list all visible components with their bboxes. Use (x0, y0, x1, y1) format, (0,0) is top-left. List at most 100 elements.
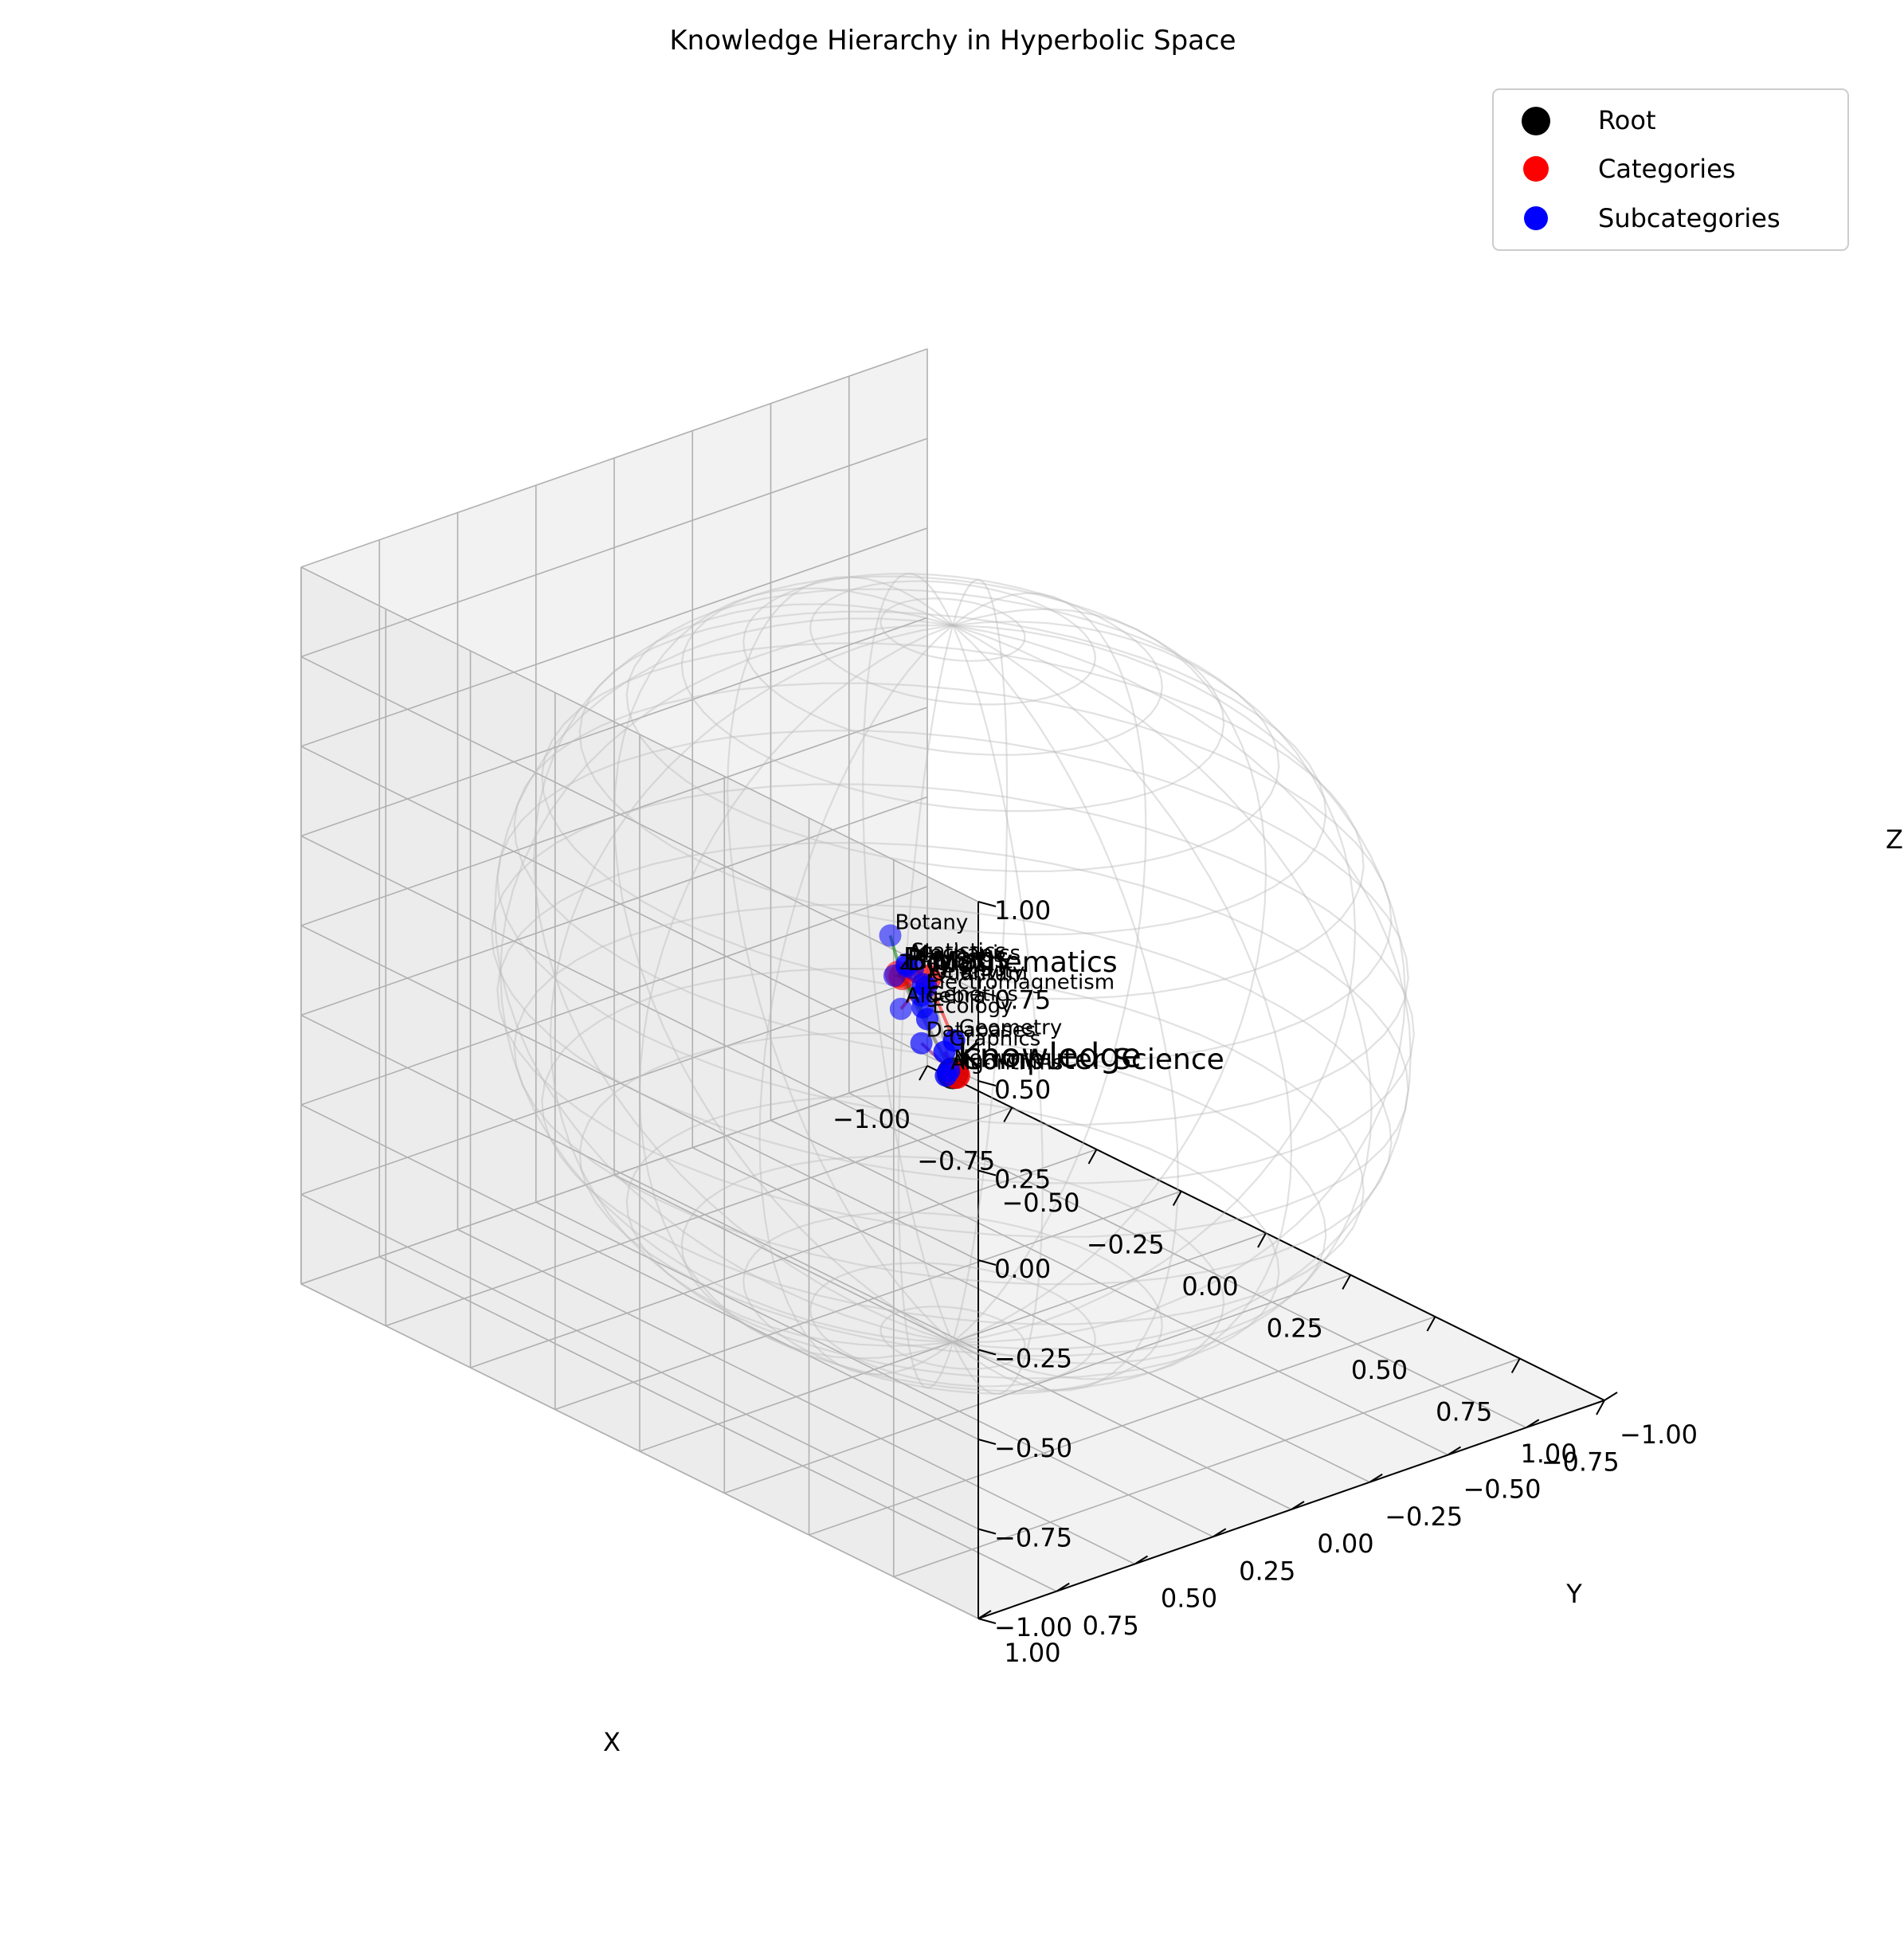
sphere-meridian (952, 592, 1147, 1343)
legend-label-categories: Categories (1598, 154, 1735, 184)
y-tick-label: −0.25 (1385, 1501, 1463, 1532)
sphere-parallel (496, 730, 1409, 1126)
z-tick-label: 0.00 (994, 1254, 1051, 1284)
floor-grid-x (723, 1274, 1351, 1494)
z-tick-mark (977, 1618, 997, 1624)
label-algebra: Algebra (906, 985, 986, 1008)
sphere-parallel (742, 573, 1163, 756)
legend-entry-categories: Categories (1523, 154, 1735, 184)
y-tick-mark (1291, 1501, 1305, 1510)
y-tick-mark (1526, 1419, 1540, 1429)
y-axis-label: Y (1565, 1579, 1582, 1609)
left-wall-grid-z (300, 527, 928, 747)
y-tick-label: −0.75 (1542, 1447, 1620, 1477)
label-zoology: Zoology (899, 951, 983, 975)
x-tick-label: 0.00 (1181, 1271, 1238, 1302)
legend-label-subcategories: Subcategories (1598, 203, 1781, 233)
label-computer-science: Computer Science (962, 1043, 1224, 1076)
z-tick-label: 0.75 (994, 985, 1051, 1016)
data-points (879, 924, 970, 1090)
sphere-meridian (500, 624, 954, 1344)
label-physics: Physics (903, 942, 1009, 975)
back-wall-grid-z (300, 746, 979, 1082)
y-tick-label: 0.75 (1083, 1611, 1139, 1641)
sphere-parallel (625, 588, 1280, 873)
label-calculus: Calculus (918, 944, 1005, 968)
z-tick-mark (977, 1439, 997, 1445)
z-tick-mark (977, 1169, 997, 1177)
sphere-meridian (951, 578, 1009, 1343)
point-geometry (942, 1029, 966, 1052)
x-tick-label: 0.50 (1351, 1355, 1408, 1385)
sphere-meridian (952, 624, 1179, 1392)
point-algebra (889, 997, 912, 1020)
sphere-meridian (951, 624, 1044, 1395)
tick-labels: −1.00−1.00−1.00−0.75−0.75−0.75−0.50−0.50… (833, 895, 1698, 1668)
legend-entry-root: Root (1522, 105, 1656, 135)
label-quantum: Quantum (931, 962, 1028, 986)
y-tick-label: −1.00 (1620, 1419, 1698, 1450)
left-wall-grid-z (300, 707, 928, 926)
z-tick-label: 0.25 (994, 1165, 1051, 1195)
z-tick-label: 0.50 (994, 1075, 1051, 1105)
floor-grid-y (613, 1174, 1292, 1510)
y-tick-mark (1447, 1446, 1462, 1456)
y-tick-label: 0.25 (1239, 1556, 1295, 1586)
back-wall-grid-z (300, 566, 979, 902)
back-wall-grid-z (300, 925, 979, 1261)
sphere-parallel (496, 841, 1409, 1238)
floor-grid-x (809, 1316, 1436, 1536)
label-genetics: Genetics (927, 983, 1018, 1007)
sphere-parallel (541, 642, 1365, 1000)
left-wall-grid-z (300, 437, 928, 658)
x-tick-label: 0.25 (1267, 1314, 1323, 1344)
grid-lines (300, 348, 1605, 1619)
sphere-meridian (952, 624, 1373, 1364)
x-tick-mark (1510, 1358, 1521, 1373)
sphere-meridian (758, 624, 954, 1376)
sphere-parallel (491, 783, 1415, 1184)
y-tick-label: 0.00 (1317, 1529, 1373, 1559)
z-tick-label: −0.25 (994, 1344, 1072, 1374)
label-networks: Networks (954, 1046, 1051, 1070)
label-graphics: Graphics (950, 1028, 1041, 1051)
x-tick-mark (1342, 1274, 1352, 1290)
sphere-meridian (549, 624, 954, 1347)
left-wall-grid-z (300, 348, 928, 568)
x-axis-label: X (603, 1727, 621, 1757)
y-tick-label: −0.50 (1463, 1474, 1541, 1505)
floor-grid-y (535, 1201, 1214, 1537)
x-tick-mark (1596, 1400, 1605, 1415)
sphere-meridian (862, 573, 954, 1343)
sphere-parallel (880, 597, 1026, 662)
z-tick-label: 1.00 (994, 895, 1051, 926)
z-axis-label: Z (1886, 824, 1903, 855)
point-botany (879, 924, 902, 947)
sphere-meridian (952, 621, 1357, 1344)
z-tick-mark (977, 1259, 997, 1266)
x-tick-mark (1087, 1149, 1098, 1165)
label-botany: Botany (895, 910, 969, 934)
sphere-meridian (952, 608, 1267, 1344)
point-networks (938, 1059, 961, 1083)
x-tick-mark (1172, 1191, 1182, 1206)
z-tick-mark (977, 990, 997, 997)
unit-sphere-wireframe (491, 573, 1415, 1395)
sphere-meridian (897, 624, 954, 1389)
label-statistics: Statistics (911, 940, 1006, 964)
y-tick-mark (1213, 1528, 1227, 1538)
x-tick-label: −0.25 (1087, 1230, 1165, 1260)
sphere-parallel (680, 575, 1225, 812)
sphere-parallel (513, 903, 1393, 1286)
x-tick-label: −1.00 (833, 1104, 911, 1134)
sphere-parallel (513, 682, 1393, 1064)
sphere-meridian (638, 624, 954, 1360)
label-algorithms: Algorithms (950, 1051, 1063, 1075)
sphere-parallel (578, 610, 1327, 936)
z-tick-label: −1.00 (994, 1612, 1072, 1642)
y-tick-label: 1.00 (1004, 1638, 1060, 1668)
legend-marker-subcategories (1524, 206, 1548, 230)
z-tick-mark (977, 901, 997, 907)
x-tick-mark (1426, 1316, 1436, 1332)
